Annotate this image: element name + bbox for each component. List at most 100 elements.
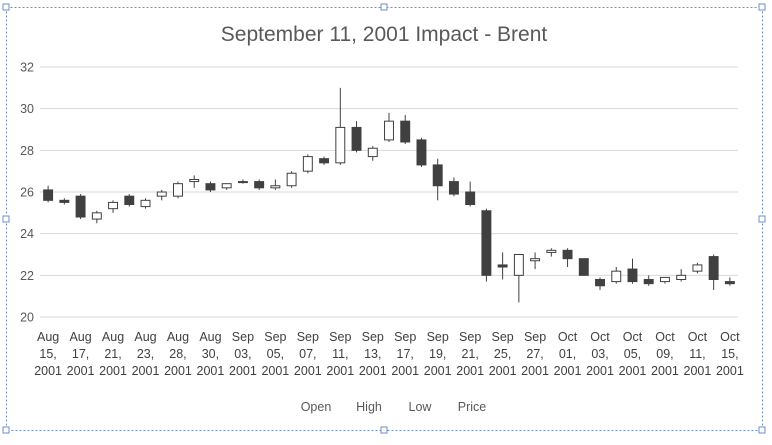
candle[interactable] [659,276,670,284]
x-tick-label[interactable]: 05, [624,347,641,361]
x-tick-label[interactable]: 11, [332,347,348,361]
candle[interactable] [692,262,703,274]
x-axis-ticks[interactable]: Aug 15, 2001 Aug 17, 2001 Aug 21, 2001 Aug 23, 2001… [34,330,744,378]
candle[interactable] [319,156,330,165]
y-tick-label[interactable]: 28 [20,144,34,158]
candle[interactable] [335,87,346,165]
x-tick-label[interactable]: 2001 [554,364,582,378]
x-tick-label[interactable]: Sep [459,330,481,344]
x-tick-label[interactable]: Oct [655,330,675,344]
candle[interactable] [270,179,281,190]
candle[interactable] [43,185,54,203]
y-tick-label[interactable]: 32 [20,61,34,75]
candle[interactable] [140,198,151,209]
x-tick-label[interactable]: 25, [494,347,511,361]
candle[interactable] [530,252,541,270]
resize-handle-top-left[interactable] [2,3,10,11]
x-tick-label[interactable]: 2001 [684,364,712,378]
x-tick-label[interactable]: Aug [102,330,124,344]
x-tick-label[interactable]: 2001 [716,364,744,378]
x-tick-label[interactable]: Aug [167,330,189,344]
x-tick-label[interactable]: 2001 [197,364,225,378]
candle[interactable] [367,146,378,161]
candle[interactable] [156,189,167,201]
x-tick-label[interactable]: Sep [329,330,351,344]
candle[interactable] [448,177,459,197]
x-tick-label[interactable]: 2001 [229,364,257,378]
x-tick-label[interactable]: 2001 [132,364,160,378]
x-tick-label[interactable]: 2001 [99,364,127,378]
legend-entry[interactable]: Open [301,400,332,414]
x-tick-label[interactable]: Sep [524,330,546,344]
candle[interactable] [59,198,70,205]
legend-entry[interactable]: High [356,400,382,414]
chart-title[interactable]: September 11, 2001 Impact - Brent [221,23,548,46]
resize-handle-top[interactable] [380,3,388,11]
x-tick-label[interactable]: 2001 [651,364,679,378]
candle[interactable] [432,158,443,201]
candle[interactable] [724,277,735,286]
x-tick-label[interactable]: 03, [234,347,251,361]
legend-entry[interactable]: Low [409,400,433,414]
candle[interactable] [254,179,265,190]
x-tick-label[interactable]: Sep [232,330,254,344]
x-tick-label[interactable]: 2001 [294,364,322,378]
candle[interactable] [611,267,622,284]
x-tick-label[interactable]: Aug [134,330,156,344]
x-tick-label[interactable]: Sep [264,330,286,344]
chart-selection-frame[interactable] [2,3,766,434]
candles[interactable] [43,87,735,303]
x-tick-label[interactable]: Sep [427,330,449,344]
x-tick-label[interactable]: 2001 [424,364,452,378]
candle[interactable] [400,114,411,145]
x-tick-label[interactable]: 15, [39,347,56,361]
y-tick-label[interactable]: 20 [20,311,34,325]
x-tick-label[interactable]: 28, [169,347,186,361]
x-tick-label[interactable]: 2001 [521,364,549,378]
x-tick-label[interactable]: Oct [623,330,643,344]
candle[interactable] [286,171,297,188]
x-tick-label[interactable]: Oct [590,330,610,344]
resize-handle-left[interactable] [2,215,10,223]
candle[interactable] [173,181,183,199]
candle[interactable] [384,112,394,142]
x-tick-label[interactable]: Sep [362,330,384,344]
x-tick-label[interactable]: 2001 [326,364,354,378]
x-tick-label[interactable]: 2001 [619,364,647,378]
x-tick-label[interactable]: 01, [559,347,576,361]
y-tick-label[interactable]: 22 [20,269,34,283]
candle[interactable] [595,277,605,290]
x-tick-label[interactable]: Aug [37,330,59,344]
candle[interactable] [497,252,508,280]
y-tick-label[interactable]: 26 [20,186,34,200]
candle[interactable] [708,254,719,290]
resize-handle-bottom-right[interactable] [758,426,766,434]
y-tick-label[interactable]: 24 [20,227,34,241]
x-tick-label[interactable]: 30, [202,347,219,361]
x-tick-label[interactable]: 11, [689,347,705,361]
x-tick-label[interactable]: Sep [394,330,416,344]
x-tick-label[interactable]: 2001 [586,364,614,378]
x-tick-label[interactable]: 17, [397,347,414,361]
candle[interactable] [75,194,86,220]
candle[interactable] [351,121,362,153]
x-tick-label[interactable]: 2001 [67,364,95,378]
candle[interactable] [481,208,492,282]
candle[interactable] [627,258,638,284]
resize-handle-bottom-left[interactable] [2,426,10,434]
x-tick-label[interactable]: 19, [429,347,446,361]
x-tick-label[interactable]: 23, [137,347,154,361]
x-tick-label[interactable]: 15, [721,347,738,361]
candle[interactable] [124,194,135,207]
x-tick-label[interactable]: 27, [526,347,543,361]
candle[interactable] [643,275,654,286]
candle[interactable] [416,137,427,167]
x-tick-label[interactable]: 03, [591,347,608,361]
x-tick-label[interactable]: 2001 [391,364,419,378]
resize-handle-bottom[interactable] [380,426,388,434]
x-tick-label[interactable]: Oct [558,330,578,344]
candle[interactable] [237,179,248,184]
legend[interactable]: Open High Low Price [301,400,487,414]
x-tick-label[interactable]: Sep [492,330,514,344]
